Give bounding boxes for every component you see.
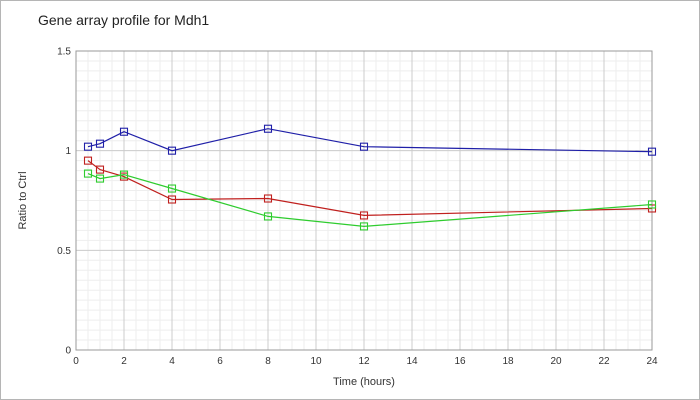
y-tick-label: 1	[65, 146, 71, 157]
series-layer	[83, 124, 657, 231]
x-tick-label: 8	[265, 356, 271, 367]
data-point	[83, 142, 93, 151]
x-tick-label: 4	[169, 356, 175, 367]
data-point	[359, 211, 369, 220]
data-point	[83, 156, 93, 165]
series-line	[87, 160, 653, 217]
x-tick-label: 10	[310, 356, 322, 367]
x-tick-label: 22	[598, 356, 610, 367]
y-tick-label: 1.5	[57, 47, 71, 58]
data-point	[647, 200, 657, 209]
series-line	[87, 173, 653, 228]
x-tick-label: 0	[73, 356, 79, 367]
data-point	[263, 124, 273, 133]
chart-title: Gene array profile for Mdh1	[38, 12, 210, 28]
x-tick-label: 20	[550, 356, 562, 367]
data-point	[167, 184, 177, 193]
data-point	[95, 165, 105, 174]
data-point	[359, 142, 369, 151]
data-point	[95, 174, 105, 183]
data-point	[263, 194, 273, 203]
data-point	[119, 127, 129, 136]
x-tick-label: 16	[454, 356, 466, 367]
y-axis-ticks: 0 0.5 1 1.5	[57, 47, 71, 357]
series-1	[83, 124, 657, 156]
data-point	[647, 147, 657, 156]
data-point	[263, 212, 273, 221]
x-axis-label: Time (hours)	[333, 376, 395, 388]
x-tick-label: 12	[358, 356, 370, 367]
x-tick-label: 6	[217, 356, 223, 367]
data-point	[95, 139, 105, 148]
data-point	[167, 146, 177, 155]
y-tick-label: 0	[65, 346, 71, 357]
x-tick-label: 18	[502, 356, 514, 367]
series-3	[83, 169, 657, 231]
y-tick-label: 0.5	[57, 246, 71, 257]
x-axis-ticks: 0 2 4 6 8 10 12 14 16 18 20 22 24	[73, 356, 658, 367]
y-axis-label: Ratio to Ctrl	[17, 171, 29, 229]
data-point	[359, 222, 369, 231]
x-tick-label: 24	[646, 356, 658, 367]
data-point	[83, 169, 93, 178]
series-line	[87, 128, 653, 153]
data-point	[119, 170, 129, 179]
x-tick-label: 14	[406, 356, 418, 367]
data-point	[167, 195, 177, 204]
x-tick-label: 2	[121, 356, 127, 367]
